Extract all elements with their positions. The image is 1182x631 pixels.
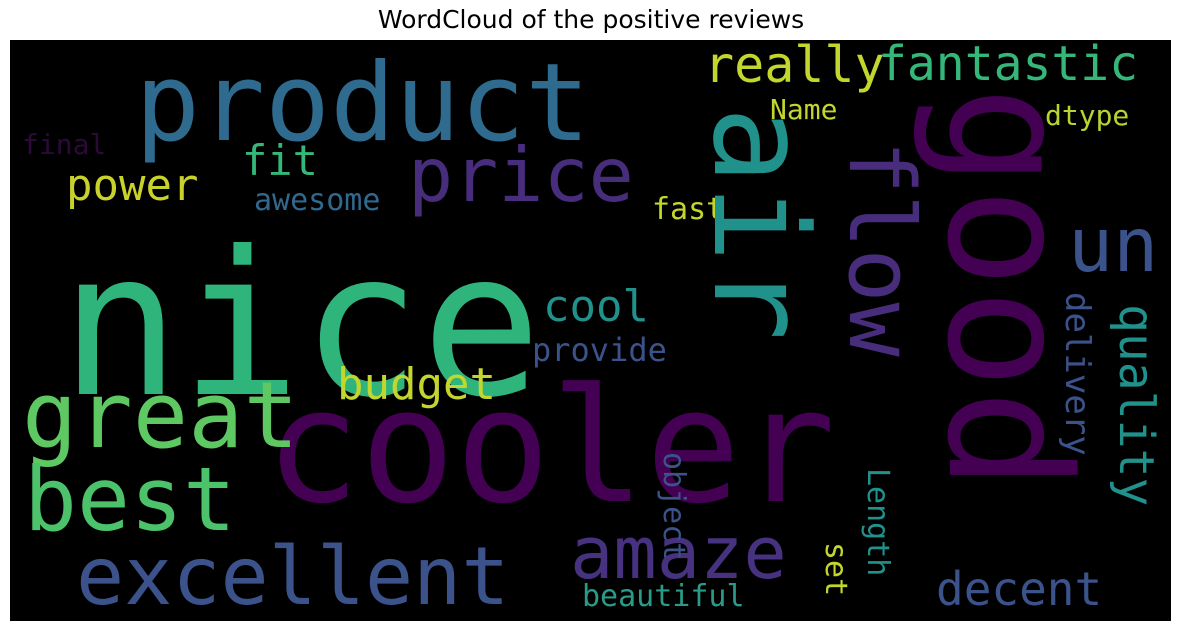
- figure-title: WordCloud of the positive reviews: [377, 5, 805, 34]
- word-un: un: [1068, 201, 1159, 289]
- word-set: set: [818, 542, 853, 597]
- word-really: really: [704, 40, 885, 94]
- wordcloud-canvas: nice product cooler great best excellent…: [10, 40, 1171, 621]
- word-great: great: [22, 362, 299, 469]
- word-dtype: dtype: [1045, 99, 1130, 132]
- word-fast: fast: [652, 192, 725, 227]
- word-air: air: [684, 106, 836, 341]
- word-fantastic: fantastic: [878, 40, 1139, 92]
- word-power: power: [66, 160, 199, 211]
- word-budget: budget: [337, 359, 496, 410]
- word-flow: flow: [828, 140, 933, 357]
- word-best: best: [24, 448, 236, 551]
- word-object: object: [656, 452, 691, 561]
- word-decent: decent: [936, 562, 1103, 616]
- word-length: Length: [860, 468, 895, 577]
- word-fit: fit: [242, 136, 318, 185]
- word-delivery: delivery: [1057, 292, 1097, 456]
- word-nice: nice: [60, 209, 542, 442]
- word-product: product: [135, 41, 591, 166]
- word-beautiful: beautiful: [582, 579, 745, 614]
- word-final: final: [22, 128, 107, 161]
- word-provide: provide: [532, 331, 667, 369]
- word-amaze: amaze: [570, 511, 787, 595]
- word-name: Name: [770, 93, 838, 126]
- word-cooler: cooler: [265, 355, 836, 539]
- word-awesome: awesome: [254, 183, 381, 218]
- word-quality: quality: [1108, 304, 1164, 507]
- word-excellent: excellent: [76, 530, 510, 621]
- word-cool: cool: [543, 281, 649, 332]
- word-price: price: [408, 131, 634, 219]
